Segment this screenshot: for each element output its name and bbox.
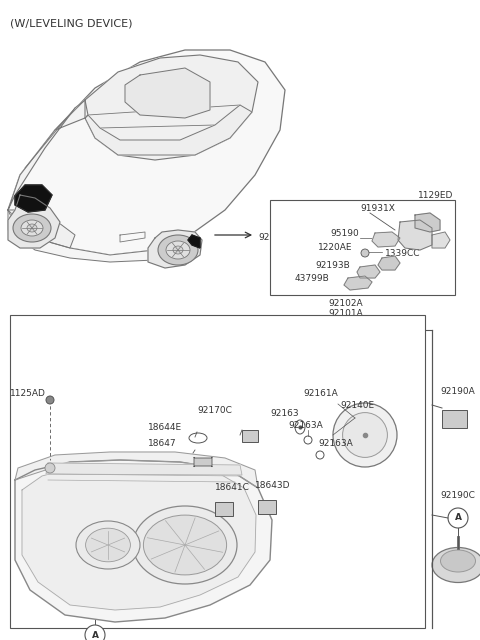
Polygon shape bbox=[125, 68, 210, 118]
Bar bbox=[242, 430, 258, 442]
Text: 92140E: 92140E bbox=[340, 401, 374, 410]
Text: 92163A: 92163A bbox=[288, 421, 323, 430]
Ellipse shape bbox=[85, 528, 131, 562]
Polygon shape bbox=[357, 265, 380, 278]
Polygon shape bbox=[8, 195, 60, 248]
Ellipse shape bbox=[173, 246, 183, 254]
Text: 1339CC: 1339CC bbox=[385, 249, 420, 258]
Text: 92193B: 92193B bbox=[315, 261, 350, 270]
Text: 92190A: 92190A bbox=[440, 387, 475, 396]
Text: 92190C: 92190C bbox=[440, 491, 475, 500]
Text: 92170C: 92170C bbox=[197, 406, 232, 415]
Ellipse shape bbox=[21, 220, 43, 236]
Text: A: A bbox=[455, 513, 461, 522]
Ellipse shape bbox=[27, 224, 37, 232]
Bar bbox=[442, 410, 467, 428]
Ellipse shape bbox=[333, 403, 397, 467]
Bar bbox=[270, 200, 455, 295]
Polygon shape bbox=[15, 185, 52, 212]
Text: 92102A: 92102A bbox=[328, 299, 362, 308]
Polygon shape bbox=[85, 105, 252, 155]
Ellipse shape bbox=[13, 214, 51, 242]
Text: 91931X: 91931X bbox=[360, 204, 395, 213]
Polygon shape bbox=[15, 452, 258, 488]
Polygon shape bbox=[8, 210, 75, 248]
Polygon shape bbox=[372, 232, 400, 247]
Ellipse shape bbox=[166, 241, 190, 259]
Polygon shape bbox=[432, 232, 450, 248]
Text: 18647: 18647 bbox=[148, 439, 177, 448]
Polygon shape bbox=[8, 50, 285, 255]
Bar bbox=[10, 315, 425, 628]
Ellipse shape bbox=[432, 547, 480, 582]
Text: 92190D: 92190D bbox=[258, 234, 293, 243]
Ellipse shape bbox=[158, 235, 198, 265]
Polygon shape bbox=[188, 235, 200, 248]
Text: A: A bbox=[92, 630, 98, 639]
Polygon shape bbox=[398, 220, 432, 250]
Circle shape bbox=[361, 249, 369, 257]
Text: 92161A: 92161A bbox=[303, 389, 338, 398]
Polygon shape bbox=[15, 460, 272, 622]
Polygon shape bbox=[8, 210, 190, 262]
Ellipse shape bbox=[441, 550, 476, 572]
Text: 1220AE: 1220AE bbox=[318, 243, 352, 252]
Text: 43799B: 43799B bbox=[295, 274, 330, 283]
Text: 92163: 92163 bbox=[270, 409, 299, 418]
Text: 92163A: 92163A bbox=[318, 439, 353, 448]
Circle shape bbox=[46, 396, 54, 404]
Text: 18643D: 18643D bbox=[255, 481, 290, 490]
Text: 95190: 95190 bbox=[330, 229, 359, 238]
Polygon shape bbox=[85, 55, 258, 160]
Circle shape bbox=[45, 463, 55, 473]
Ellipse shape bbox=[133, 506, 237, 584]
Circle shape bbox=[85, 625, 105, 640]
Text: 92101A: 92101A bbox=[328, 309, 363, 318]
Polygon shape bbox=[22, 466, 256, 610]
Ellipse shape bbox=[144, 515, 227, 575]
Ellipse shape bbox=[343, 413, 387, 458]
Polygon shape bbox=[415, 213, 440, 232]
Text: (W/LEVELING DEVICE): (W/LEVELING DEVICE) bbox=[10, 18, 132, 28]
Circle shape bbox=[448, 508, 468, 528]
Polygon shape bbox=[148, 230, 202, 268]
Text: 1129ED: 1129ED bbox=[418, 191, 454, 200]
Ellipse shape bbox=[76, 521, 140, 569]
Bar bbox=[258, 500, 276, 514]
Text: 18641C: 18641C bbox=[215, 483, 250, 492]
Text: 92103: 92103 bbox=[270, 339, 299, 348]
Polygon shape bbox=[8, 100, 88, 210]
Text: 1125AD: 1125AD bbox=[10, 389, 46, 398]
Polygon shape bbox=[46, 463, 242, 475]
Text: 18644E: 18644E bbox=[148, 423, 182, 432]
Polygon shape bbox=[378, 256, 400, 270]
FancyBboxPatch shape bbox=[194, 457, 212, 467]
Polygon shape bbox=[344, 276, 372, 290]
Bar bbox=[215, 502, 233, 516]
Text: 92104: 92104 bbox=[270, 327, 299, 336]
